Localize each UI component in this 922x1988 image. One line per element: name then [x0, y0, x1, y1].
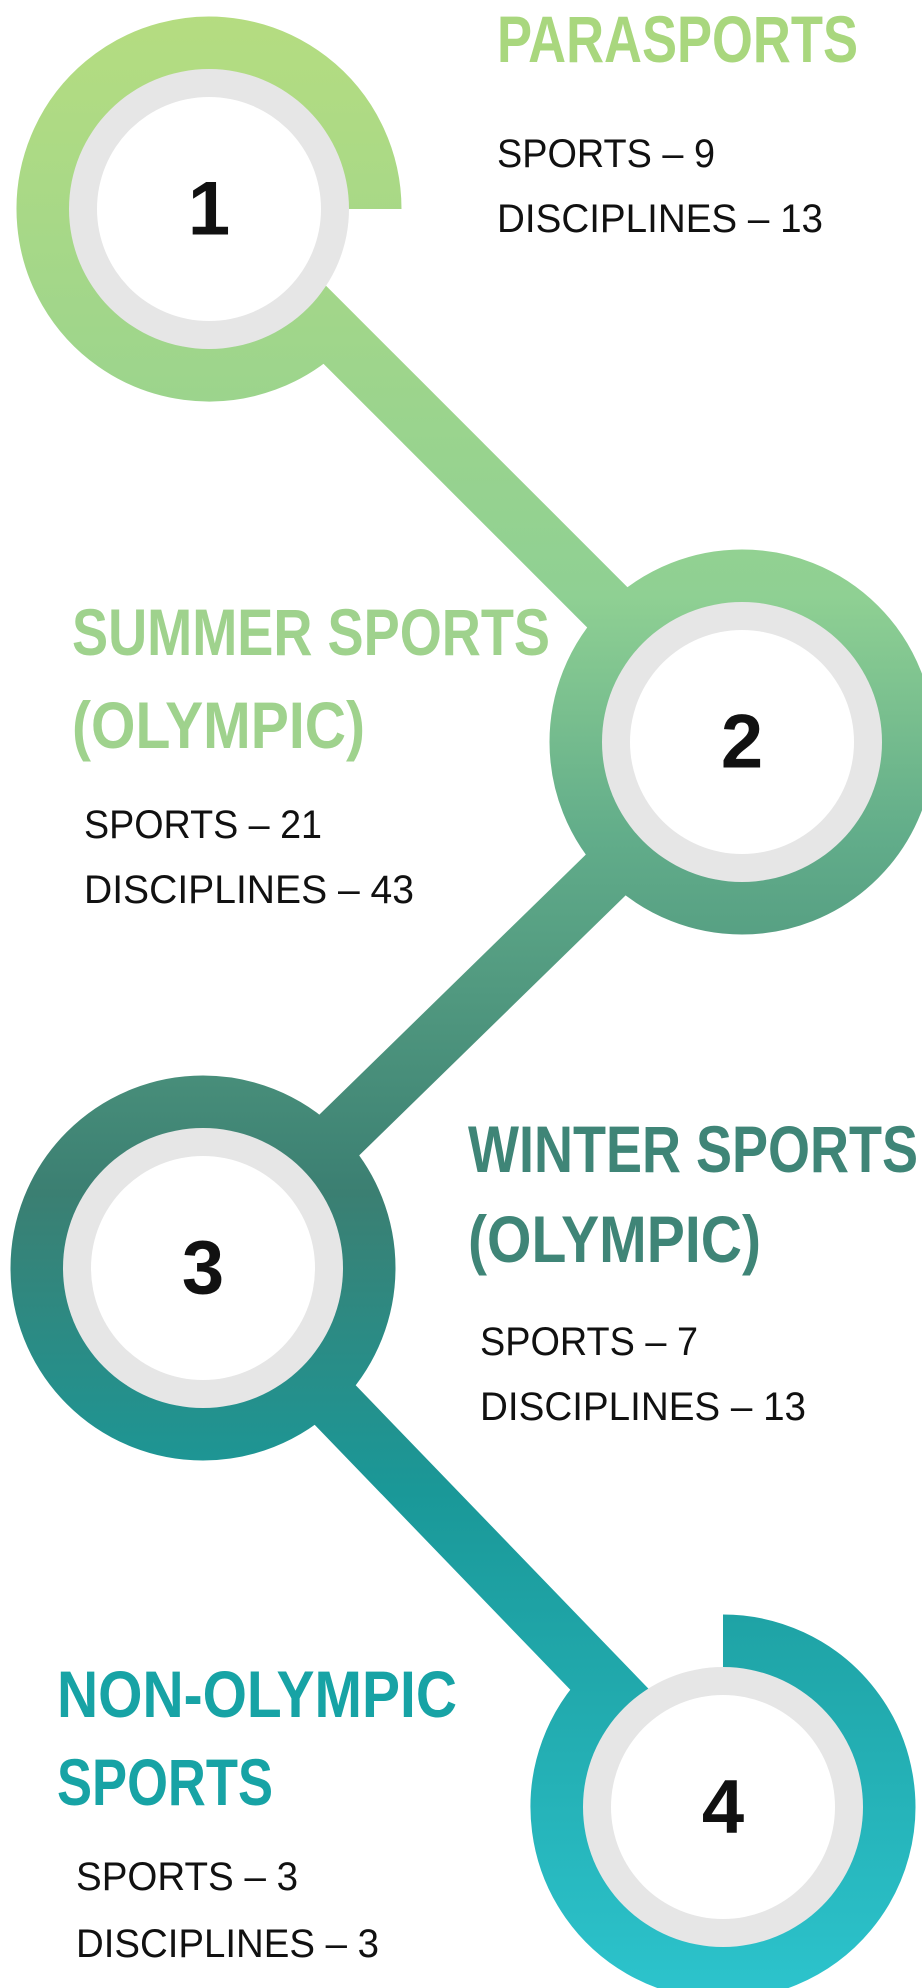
step-title: NON-OLYMPIC [57, 1657, 457, 1731]
ring [530, 1614, 916, 1988]
ring [549, 549, 922, 935]
connectors [182, 188, 763, 1827]
step-detail: SPORTS – 9 [497, 132, 715, 176]
badge [91, 1156, 315, 1380]
content: 1 PARASPORTS SPORTS – 9 DISCIPLINES – 13 2 SU… [57, 2, 918, 1966]
step-title: PARASPORTS [497, 2, 858, 76]
step-number: 3 [182, 1226, 224, 1311]
step-number: 1 [188, 167, 230, 252]
step-title: (OLYMPIC) [72, 688, 365, 762]
step-detail: DISCIPLINES – 43 [84, 868, 414, 912]
step-detail: DISCIPLINES – 13 [497, 197, 823, 241]
step-detail: DISCIPLINES – 13 [480, 1385, 806, 1429]
step-title: SPORTS [57, 1745, 273, 1819]
ring [10, 1075, 396, 1461]
step-detail: DISCIPLINES – 3 [76, 1922, 379, 1966]
step-title: SUMMER SPORTS [72, 595, 550, 669]
badge [630, 630, 854, 854]
badge [97, 97, 321, 321]
rings [10, 16, 922, 1988]
ring [16, 16, 402, 402]
badge [611, 1695, 835, 1919]
step-detail: SPORTS – 7 [480, 1320, 698, 1364]
step-number: 4 [702, 1765, 744, 1850]
step-title: WINTER SPORTS [468, 1112, 918, 1186]
step-title: (OLYMPIC) [468, 1202, 761, 1276]
step-detail: SPORTS – 21 [84, 803, 322, 847]
step-detail: SPORTS – 3 [76, 1855, 298, 1899]
step-number: 2 [721, 700, 763, 785]
